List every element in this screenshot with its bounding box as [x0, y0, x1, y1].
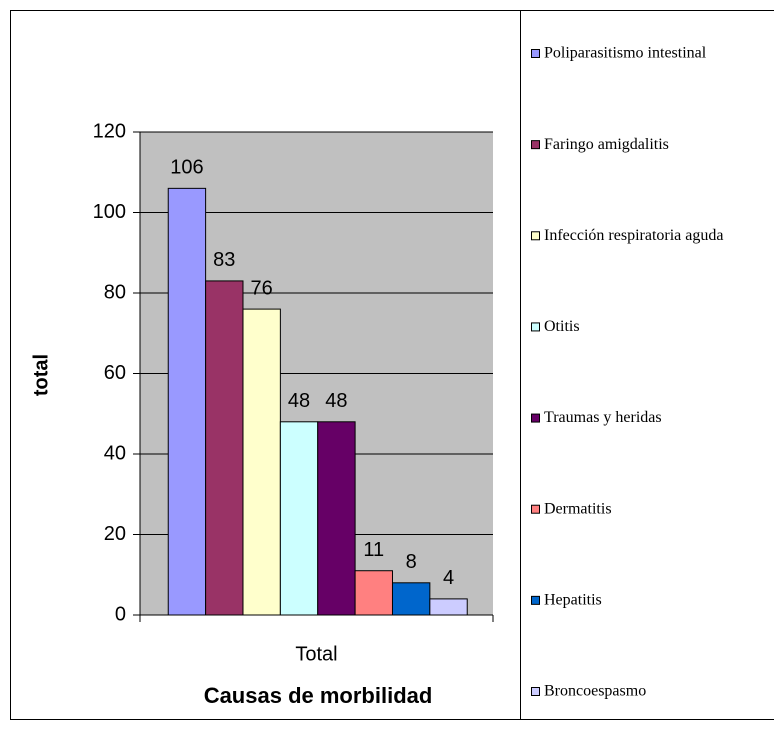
y-tick-label: 20: [104, 523, 126, 545]
bar: [279, 421, 319, 616]
bar: [391, 582, 431, 616]
legend-swatch: [531, 231, 540, 241]
y-tick-label: 100: [93, 201, 126, 223]
bar: [205, 280, 244, 616]
y-tick-label: 40: [104, 442, 126, 464]
y-tick-label: 120: [93, 120, 126, 142]
legend-swatch: [531, 413, 540, 423]
x-tick-label: Total: [295, 643, 337, 665]
bar: [317, 421, 356, 616]
data-label: 48: [325, 390, 347, 412]
y-tick-label: 80: [104, 281, 126, 303]
legend-swatch: [531, 322, 540, 332]
legend-label: Otitis: [544, 318, 580, 335]
legend-swatch: [531, 140, 540, 150]
x-axis-title: Causas de morbilidad: [204, 683, 433, 708]
legend-label: Broncoespasmo: [544, 683, 646, 700]
bar: [429, 598, 468, 616]
legend-swatch: [531, 595, 540, 605]
legend-swatch: [531, 504, 540, 514]
y-tick-label: 0: [115, 603, 126, 625]
data-label: 76: [251, 277, 273, 299]
y-axis-title: total: [30, 354, 52, 396]
legend-label: Poliparasitismo intestinal: [544, 45, 707, 62]
data-label: 106: [170, 157, 203, 179]
legend-label: Infección respiratoria aguda: [544, 227, 723, 244]
legend-label: Hepatitis: [544, 592, 602, 609]
legend-swatch: [531, 687, 540, 696]
data-label: 83: [213, 249, 235, 271]
bar: [354, 570, 393, 616]
bar: [242, 308, 281, 616]
legend-swatch: [531, 49, 540, 58]
data-label: 11: [363, 539, 384, 561]
data-label: 48: [288, 390, 310, 412]
data-label: 8: [406, 551, 417, 573]
legend-label: Faringo amigdalitis: [544, 136, 669, 153]
bar: [167, 187, 207, 616]
y-tick-label: 60: [104, 362, 126, 384]
legend-label: Traumas y heridas: [544, 409, 662, 426]
legend-label: Dermatitis: [544, 500, 612, 517]
data-label: 4: [443, 567, 454, 589]
